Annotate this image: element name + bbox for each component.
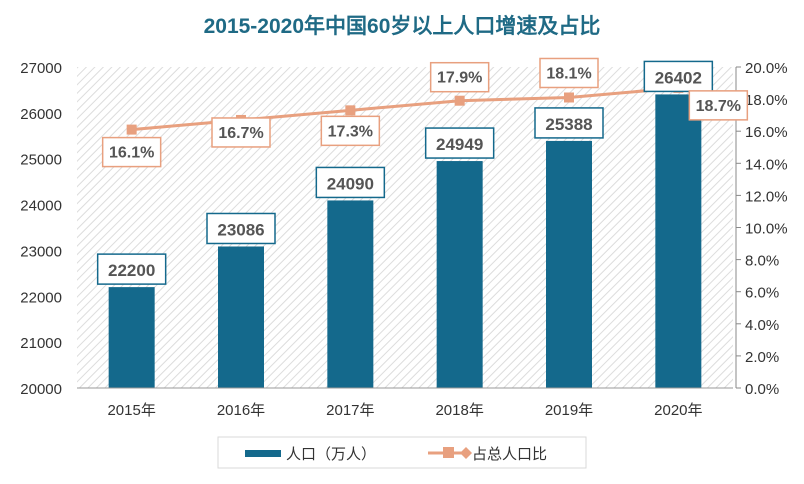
- legend-bar-swatch: [245, 450, 281, 457]
- bar-data-label: 24949: [436, 135, 483, 154]
- line-data-label: 16.7%: [218, 125, 263, 142]
- line-marker: [126, 124, 137, 135]
- x-tick-label: 2017年: [326, 402, 374, 419]
- bar-data-label: 26402: [655, 68, 702, 87]
- plot-area: [77, 67, 733, 388]
- y2-tick-label: 12.0%: [745, 188, 788, 205]
- line-data-label-box: [101, 136, 162, 168]
- line-marker: [345, 105, 356, 116]
- line-data-label-box: [429, 61, 490, 93]
- y-tick-label: 23000: [20, 243, 62, 260]
- legend-line-marker: [443, 447, 454, 458]
- y-tick-label: 25000: [20, 152, 62, 169]
- line-data-label: 16.1%: [109, 145, 154, 162]
- line-data-label: 17.3%: [328, 123, 373, 140]
- x-tick-label: 2016年: [217, 402, 265, 419]
- y2-tick-label: 8.0%: [745, 253, 779, 270]
- y-tick-label: 24000: [20, 198, 62, 215]
- chart-title: 2015-2020年中国60岁以上人口增速及占比: [204, 14, 601, 38]
- legend: 人口（万人） 占总人口比: [217, 436, 587, 469]
- y2-tick-label: 6.0%: [745, 285, 779, 302]
- bar: [327, 200, 374, 388]
- x-tick-label: 2018年: [435, 402, 483, 419]
- line-data-label-box: [688, 90, 749, 121]
- bar: [655, 94, 702, 388]
- y2-tick-label: 18.0%: [745, 92, 788, 109]
- y2-tick-label: 16.0%: [745, 124, 788, 141]
- bar-data-label: 24090: [327, 174, 374, 193]
- bar-data-label: 25388: [545, 115, 592, 134]
- bar-data-label: 23086: [217, 220, 264, 239]
- bar-data-label-box: [96, 253, 167, 285]
- x-tick-label: 2020年: [654, 402, 702, 419]
- bar-data-label-box: [643, 60, 714, 93]
- line-data-label-box: [211, 117, 271, 148]
- legend-line-label: 占总人口比: [472, 446, 547, 463]
- line-data-label: 18.7%: [696, 98, 741, 115]
- bar: [108, 287, 155, 388]
- y-tick-label: 22000: [20, 289, 62, 306]
- y2-tick-label: 14.0%: [745, 156, 788, 173]
- bar: [436, 161, 483, 388]
- y-tick-label: 20000: [20, 381, 62, 398]
- line-data-label: 18.1%: [546, 65, 591, 82]
- y2-tick-label: 10.0%: [745, 221, 788, 238]
- bar: [218, 246, 264, 388]
- x-tick-label: 2019年: [545, 402, 593, 419]
- line-marker: [564, 92, 574, 103]
- x-tick-label: 2015年: [107, 402, 155, 419]
- line-data-label: 17.9%: [437, 70, 482, 87]
- bar-data-label-box: [534, 107, 604, 139]
- bar-data-label-box: [315, 166, 386, 199]
- line-data-label-box: [320, 115, 381, 147]
- y-tick-label: 27000: [20, 60, 62, 77]
- line-data-label-box: [539, 57, 599, 89]
- bar-data-label-box: [424, 127, 495, 159]
- bar-data-label: 22200: [108, 261, 155, 280]
- y2-tick-label: 4.0%: [745, 317, 779, 334]
- y2-tick-label: 0.0%: [745, 381, 779, 398]
- bar: [546, 140, 592, 388]
- y-tick-label: 21000: [20, 335, 62, 352]
- line-marker: [454, 95, 465, 106]
- bar-data-label-box: [206, 212, 276, 245]
- y2-tick-label: 2.0%: [745, 349, 779, 366]
- y-tick-label: 26000: [20, 106, 62, 123]
- legend-bar-label: 人口（万人）: [286, 446, 376, 463]
- y2-tick-label: 20.0%: [745, 60, 788, 77]
